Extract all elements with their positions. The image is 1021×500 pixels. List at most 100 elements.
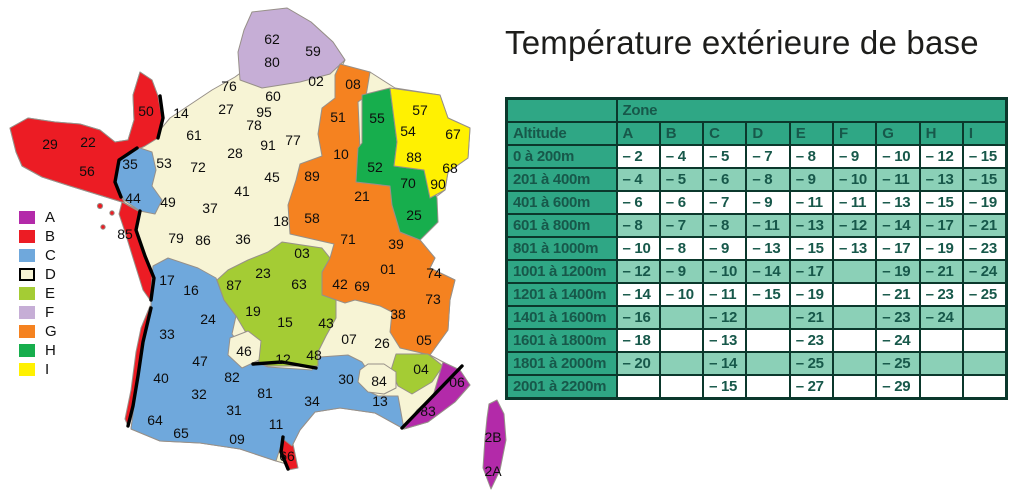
value-cell: – 12 [615,259,661,284]
value-cell [658,305,705,330]
value-cell: – 10 [875,144,921,169]
department-label-81: 81 [257,385,273,401]
zone-column-header-E: E [788,121,834,146]
value-cell: – 12 [831,213,878,238]
department-label-47: 47 [192,353,208,369]
value-cell: – 9 [831,144,878,169]
department-label-91: 91 [260,137,276,153]
department-label-07: 07 [341,331,357,347]
value-cell: – 10 [831,167,878,192]
department-label-2B: 2B [484,429,501,445]
value-cell [745,374,791,400]
value-cell: – 18 [615,328,661,353]
zone-column-header-I: I [961,121,1008,146]
department-label-13: 13 [372,393,388,409]
department-label-74: 74 [426,265,442,281]
zone-column-header-D: D [745,121,791,146]
value-cell [658,374,705,400]
department-label-64: 64 [147,412,163,428]
value-cell [961,374,1008,400]
department-label-01: 01 [380,261,396,277]
department-label-41: 41 [234,183,250,199]
department-label-71: 71 [340,231,356,247]
altitude-cell: 1801 à 2000m [505,351,618,376]
value-cell: – 14 [875,213,921,238]
value-cell: – 4 [615,167,661,192]
department-label-87: 87 [226,277,242,293]
department-label-29: 29 [42,136,58,152]
value-cell: – 9 [702,236,748,261]
table-row: 1201 à 1400m – 14– 10– 11– 15– 19 – 21– 23… [505,282,1008,307]
legend-item-H: H [19,341,57,360]
value-cell: – 21 [918,259,964,284]
value-cell: – 17 [918,213,964,238]
value-cell: – 17 [788,259,834,284]
altitude-cell: 1401 à 1600m [505,305,618,330]
legend-item-F: F [19,303,57,322]
altitude-cell: 1201 à 1400m [505,282,618,307]
island [96,202,104,210]
department-label-11: 11 [269,416,284,432]
department-label-69: 69 [354,278,370,294]
legend-item-A: A [19,208,57,227]
department-label-27: 27 [218,101,234,117]
value-cell: – 13 [702,328,748,353]
value-cell: – 11 [875,167,921,192]
value-cell: – 29 [875,374,921,400]
legend-swatch-E [19,287,35,300]
altitude-cell: 1001 à 1200m [505,259,618,284]
department-label-45: 45 [264,169,280,185]
department-label-48: 48 [306,347,322,363]
department-label-85: 85 [117,226,133,242]
legend-label: E [45,285,56,302]
department-label-68: 68 [442,160,458,176]
department-label-30: 30 [338,371,354,387]
legend-label: G [45,323,57,340]
department-label-22: 22 [80,134,96,150]
legend-swatch-D [19,268,35,281]
department-label-67: 67 [445,126,461,142]
department-label-38: 38 [390,306,406,322]
legend-swatch-G [19,325,35,338]
value-cell: – 25 [961,282,1008,307]
value-cell: – 15 [745,282,791,307]
department-label-61: 61 [186,127,202,143]
department-label-63: 63 [291,276,307,292]
department-label-79: 79 [168,230,184,246]
value-cell [831,282,878,307]
legend-swatch-F [19,306,35,319]
department-label-78: 78 [246,117,262,133]
value-cell: – 23 [788,328,834,353]
zone-I-region [389,87,471,199]
value-cell: – 4 [658,144,705,169]
zone-column-header-G: G [875,121,921,146]
department-label-43: 43 [318,315,334,331]
value-cell [658,328,705,353]
zone-E-massif-central [216,241,337,367]
department-label-26: 26 [374,335,390,351]
value-cell [831,328,878,353]
table-row: 601 à 800m – 8– 7– 8– 11– 13– 12– 14– 17–… [505,213,1008,238]
legend-label: C [45,247,56,264]
altitude-cell: 201 à 400m [505,167,618,192]
altitude-cell: 601 à 800m [505,213,618,238]
table-row: 201 à 400m – 4– 5– 6– 8– 9– 10– 11– 13– 1… [505,167,1008,192]
value-cell: – 24 [918,305,964,330]
altitude-cell: 1601 à 1800m [505,328,618,353]
department-label-62: 62 [264,31,280,47]
table-row: 801 à 1000m – 10– 8– 9– 13– 15– 13– 17– 1… [505,236,1008,261]
value-cell: – 13 [918,167,964,192]
legend-swatch-B [19,230,35,243]
department-label-76: 76 [221,78,237,94]
department-label-52: 52 [367,159,383,175]
department-label-15: 15 [277,314,293,330]
legend-item-B: B [19,227,57,246]
department-label-06: 06 [449,374,465,390]
department-label-86: 86 [195,232,211,248]
department-label-54: 54 [400,123,416,139]
legend-label: I [45,361,50,378]
department-label-34: 34 [304,393,320,409]
value-cell: – 25 [875,351,921,376]
value-cell: – 6 [658,190,705,215]
